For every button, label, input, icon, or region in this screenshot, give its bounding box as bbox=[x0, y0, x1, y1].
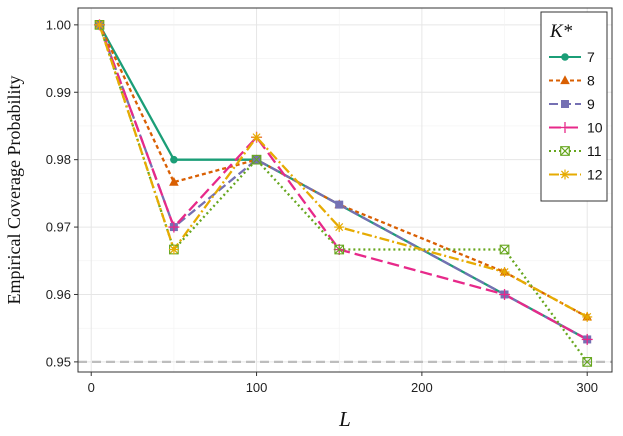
data-point-10 bbox=[168, 221, 180, 233]
x-tick-label: 100 bbox=[246, 380, 268, 395]
y-tick-label: 0.96 bbox=[46, 287, 71, 302]
data-point-11 bbox=[582, 357, 593, 367]
y-tick-label: 0.97 bbox=[46, 220, 71, 235]
data-point-10 bbox=[581, 333, 593, 345]
grid-lines bbox=[78, 8, 612, 372]
x-tick-label: 300 bbox=[576, 380, 598, 395]
legend-box bbox=[540, 11, 608, 202]
data-point-11 bbox=[499, 244, 510, 255]
y-tick-label: 0.95 bbox=[46, 354, 71, 369]
plot-border bbox=[77, 7, 613, 373]
data-point-7 bbox=[170, 155, 178, 164]
legend-marker-8 bbox=[560, 75, 570, 85]
legend-label-11: 11 bbox=[587, 143, 602, 159]
legend-marker-11 bbox=[560, 146, 570, 156]
legend-marker-7 bbox=[561, 53, 569, 61]
legend-marker-10 bbox=[559, 122, 571, 133]
legend-marker-9 bbox=[561, 100, 569, 108]
legend-title: K* bbox=[549, 21, 573, 42]
axes: 0 100 200 300 0.95 0.96 0.97 0.98 0.99 1.00 bbox=[46, 17, 598, 395]
data-point-12 bbox=[582, 311, 593, 322]
series-line-12 bbox=[98, 24, 588, 318]
y-axis-title: Empirical Coverage Probability bbox=[4, 76, 24, 305]
data-point-8 bbox=[169, 176, 179, 186]
data-point-12 bbox=[94, 19, 105, 30]
legend-label-7: 7 bbox=[587, 49, 595, 65]
legend-label-8: 8 bbox=[587, 73, 595, 89]
data-point-11 bbox=[334, 244, 345, 255]
legend-label-10: 10 bbox=[587, 120, 603, 136]
data-point-10 bbox=[499, 288, 511, 300]
data-point-12 bbox=[334, 222, 345, 233]
data-point-11 bbox=[251, 154, 262, 165]
x-tick-label: 200 bbox=[411, 380, 433, 395]
series-line-10 bbox=[98, 24, 588, 341]
y-tick-label: 0.98 bbox=[46, 152, 71, 167]
data-point-12 bbox=[251, 132, 262, 143]
data-point-12 bbox=[168, 244, 179, 255]
data-point-12 bbox=[499, 267, 510, 278]
plot-panel bbox=[78, 8, 612, 372]
x-axis-title: L bbox=[338, 407, 351, 431]
legend-label-12: 12 bbox=[587, 167, 603, 183]
y-tick-label: 0.99 bbox=[46, 85, 71, 100]
y-tick-label: 1.00 bbox=[46, 17, 71, 32]
legend: K* 7 8 9 10 11 12 bbox=[540, 11, 608, 202]
series-layer bbox=[93, 19, 593, 367]
legend-label-9: 9 bbox=[587, 96, 595, 112]
data-point-9 bbox=[335, 200, 344, 209]
legend-marker-12 bbox=[560, 169, 570, 180]
x-tick-label: 0 bbox=[88, 380, 95, 395]
